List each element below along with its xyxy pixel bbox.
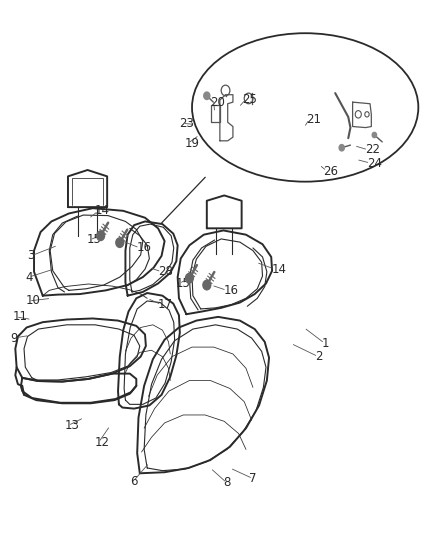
Text: 12: 12 (95, 436, 110, 449)
Circle shape (204, 92, 210, 100)
Circle shape (203, 280, 211, 290)
Text: 10: 10 (25, 294, 40, 308)
Circle shape (372, 132, 377, 138)
Text: 14: 14 (95, 204, 110, 217)
Text: 8: 8 (223, 477, 231, 489)
Text: 1: 1 (321, 337, 329, 350)
Text: 19: 19 (184, 137, 199, 150)
Text: 16: 16 (136, 241, 151, 254)
Text: 16: 16 (223, 284, 238, 297)
Text: 17: 17 (158, 298, 173, 311)
Circle shape (116, 238, 124, 247)
Text: 28: 28 (158, 265, 173, 278)
Text: 11: 11 (12, 310, 27, 324)
Text: 21: 21 (306, 112, 321, 126)
Text: 22: 22 (365, 143, 380, 156)
Circle shape (339, 144, 344, 151)
Text: 20: 20 (210, 95, 225, 109)
Text: 25: 25 (242, 93, 257, 106)
Circle shape (185, 273, 193, 283)
Text: 2: 2 (315, 350, 322, 363)
Text: 14: 14 (271, 263, 286, 276)
Text: 6: 6 (130, 475, 137, 488)
Text: 24: 24 (367, 157, 382, 169)
Text: 15: 15 (176, 277, 191, 290)
Text: 9: 9 (10, 332, 18, 344)
Text: 3: 3 (28, 249, 35, 262)
Text: 7: 7 (250, 472, 257, 485)
Text: 26: 26 (323, 165, 339, 177)
Text: 4: 4 (25, 271, 33, 284)
Text: 23: 23 (179, 117, 194, 130)
Text: 15: 15 (86, 233, 101, 246)
Circle shape (97, 231, 105, 240)
Text: 13: 13 (64, 419, 79, 432)
